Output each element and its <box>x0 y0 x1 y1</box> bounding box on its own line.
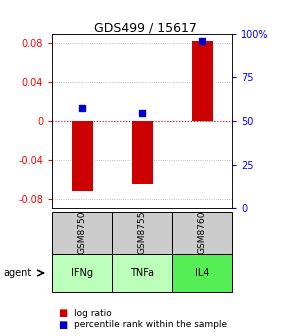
Text: GSM8750: GSM8750 <box>78 211 87 254</box>
Text: GSM8755: GSM8755 <box>137 211 147 254</box>
Bar <box>192 41 213 121</box>
Text: log ratio: log ratio <box>74 309 112 318</box>
Text: agent: agent <box>3 268 31 278</box>
Text: GDS499 / 15617: GDS499 / 15617 <box>94 22 196 35</box>
Bar <box>72 121 93 191</box>
Text: GSM8760: GSM8760 <box>197 211 206 254</box>
Text: IL4: IL4 <box>195 268 209 278</box>
Text: ■: ■ <box>58 320 67 330</box>
Text: TNFa: TNFa <box>130 268 154 278</box>
Text: ■: ■ <box>58 308 67 318</box>
Bar <box>132 121 153 184</box>
Text: percentile rank within the sample: percentile rank within the sample <box>74 321 227 329</box>
Text: IFNg: IFNg <box>71 268 93 278</box>
